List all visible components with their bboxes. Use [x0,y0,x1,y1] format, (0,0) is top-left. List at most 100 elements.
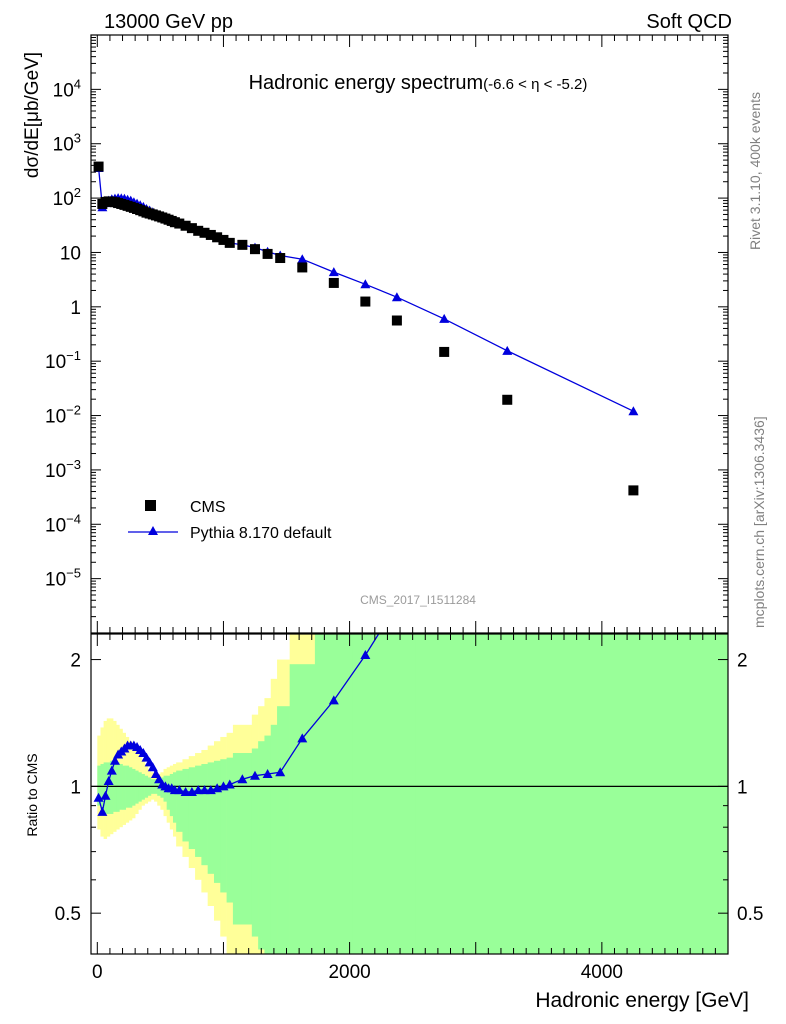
ratio-mc-point [103,775,114,785]
main-y-tick-base: 1 [70,298,81,319]
mc-point [502,345,513,355]
ratio-band-inner-segment [135,770,139,804]
cms-point [275,253,286,264]
ratio-band-inner-segment [128,767,133,808]
ratio-mc-point [106,765,117,775]
ratio-band-inner-segment [201,764,208,866]
cms-point [628,485,639,496]
ratio-mc-point [193,785,204,795]
main-y-tick-label: 10 [60,243,81,264]
cms-point [391,315,402,326]
ratio-mc-point [180,786,191,796]
main-y-tick-base: 10 [60,243,81,264]
main-y-tick-label: 1 [70,298,81,319]
ratio-uncertainty-bands [97,634,728,954]
analysis-watermark: CMS_2017_I1511284 [360,593,476,607]
main-title-text: Hadronic energy spectrum [249,72,484,94]
ratio-y-tick-label-left: 2 [70,651,81,672]
ratio-y-axis-label: Ratio to CMS [24,753,40,836]
ratio-band-inner-segment [251,748,259,937]
main-y-tick-label: 104 [53,76,81,101]
ratio-band-inner-segment [106,762,111,814]
ratio-mc-point [237,774,248,784]
ratio-band-inner-segment [541,634,728,954]
ratio-band-inner-segment [377,634,417,954]
ratio-mc-point [360,650,371,660]
main-y-tick-base: 10 [45,352,66,373]
cms-point [93,161,104,172]
ratio-mc-point [224,779,235,789]
cms-point [328,277,339,288]
main-y-tick-base: 10 [53,80,74,101]
ratio-y-tick-label-left: 0.5 [55,904,81,925]
ratio-band-inner-segment [226,757,234,903]
legend-mc-label: Pythia 8.170 default [190,525,332,542]
ratio-mc-point [275,767,286,777]
main-frame [90,34,729,634]
ratio-mc-point [97,806,108,816]
ratio-band-inner-segment [213,760,221,883]
cms-point [360,296,371,307]
ratio-band-inner-segment [166,775,171,810]
mc-point [328,267,339,277]
header-left-label: 13000 GeV pp [104,11,233,33]
main-y-tick-exponent: 2 [74,185,81,200]
x-tick-label: 4000 [581,962,623,983]
ratio-band-inner-segment [264,735,272,954]
ratio-band-inner-segment [172,772,177,823]
ratio-band-inner-segment [176,770,183,832]
ratio-mc-point [328,695,339,705]
main-plot-data [93,161,639,496]
main-y-tick-base: 10 [45,407,66,428]
x-tick-label: 0 [92,962,103,983]
main-y-tick-label: 10−1 [45,348,81,373]
cms-point [224,237,235,248]
main-y-tick-exponent: −1 [66,348,81,363]
cms-point [212,232,223,243]
ratio-y-tick-label-right: 0.5 [737,904,763,925]
x-tick-label: 2000 [328,962,370,983]
cms-point [193,225,204,236]
cms-point [199,227,210,238]
main-y-tick-exponent: 4 [74,76,81,91]
mc-point [391,292,402,302]
cms-point [205,229,216,240]
main-y-tick-exponent: −2 [66,403,81,418]
ratio-mc-point [109,755,120,765]
mc-point [297,254,308,264]
ratio-y-tick-label-right: 2 [737,651,748,672]
ratio-band-inner-segment [258,741,265,950]
legend-cms-label: CMS [190,499,226,516]
mc-point [628,406,639,416]
main-y-tick-exponent: −5 [66,566,81,581]
main-y-tick-label: 10−4 [45,511,81,536]
mc-point [439,313,450,323]
main-y-tick-exponent: −3 [66,457,81,472]
mc-point [360,279,371,289]
cms-point [180,220,191,231]
main-y-tick-base: 10 [53,189,74,210]
ratio-band-inner-segment [97,765,101,806]
ratio-band-inner-segment [122,765,126,810]
cms-point [218,234,229,245]
ratio-axis-ticks [91,634,729,955]
main-y-tick-base: 10 [53,135,74,156]
ratio-band-inner-segment [169,773,174,817]
main-y-tick-base: 10 [45,461,66,482]
cms-point [186,223,197,234]
legend: CMS Pythia 8.170 default [128,499,332,542]
ratio-mc-point [147,762,158,772]
ratio-panel: 2 2 1 1 0.5 0.5 0 2000 4000 Ratio to CMS Hadron… [24,633,763,1012]
ratio-band-inner-segment [207,762,215,874]
ratio-band-inner-segment [220,759,227,893]
ratio-band-inner-segment [109,760,114,814]
legend-mc-marker [148,526,158,535]
ratio-band-inner-segment [188,767,196,850]
mc-line [97,167,634,412]
ratio-band-inner-segment [195,765,202,857]
ratio-mc-point [297,733,308,743]
ratio-band-inner-segment [232,753,253,925]
x-axis-label: Hadronic energy [GeV] [535,989,749,1012]
